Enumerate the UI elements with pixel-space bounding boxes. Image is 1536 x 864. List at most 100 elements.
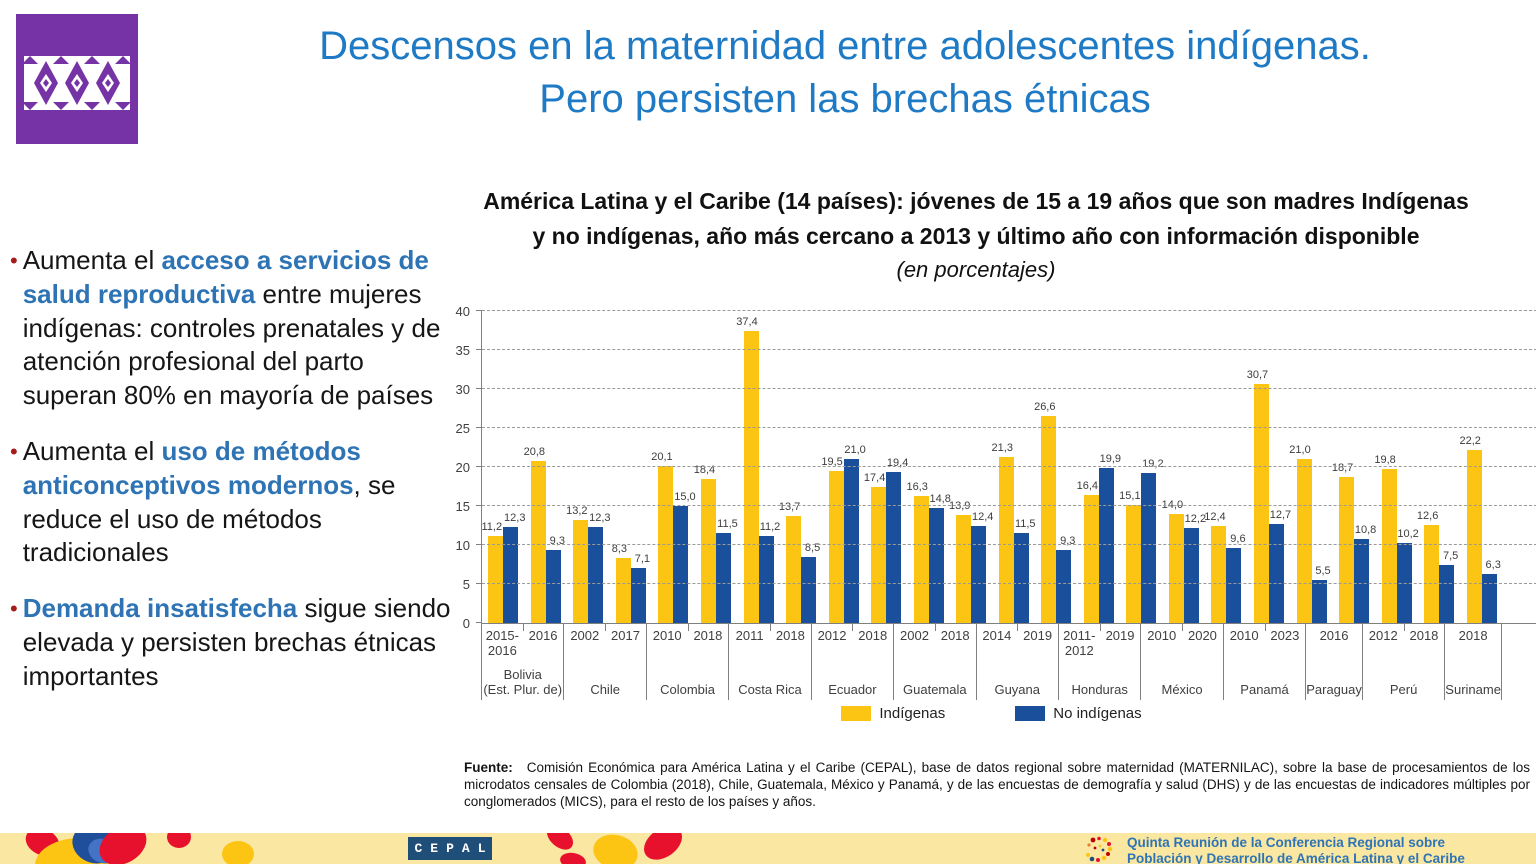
legend-swatch-indigenas [841, 706, 872, 721]
bar-indigenas [998, 456, 1014, 623]
bar-no-indigenas [545, 550, 561, 623]
year-label: 2018 [775, 628, 805, 643]
bar-value-label: 9,6 [1230, 533, 1246, 546]
bullet-text: Demanda insatisfecha sigue siendo elevad… [22, 593, 451, 691]
year-bar-cell: 21,3 11,5 [991, 311, 1036, 623]
y-axis-tick [476, 544, 482, 545]
x-axis: 2015- 2016 2016 Bolivia (Est. Plur. de) 200… [481, 624, 1502, 700]
bar-value-label: 12,3 [504, 512, 526, 525]
legend-item-no-indigenas: No indígenas [1015, 705, 1142, 722]
bar-indigenas [1253, 383, 1269, 623]
footer-band: CEPAL Quinta Reunión de la [0, 833, 1536, 864]
year-bar-cell: 20,1 15,0 [651, 311, 696, 623]
conference-title: Quinta Reunión de la Conferencia Regiona… [1127, 835, 1465, 864]
y-axis-tick-label: 0 [462, 616, 470, 631]
bar-indigenas [700, 479, 716, 623]
bar-pair: 20,1 15,0 [651, 311, 696, 623]
country-bar-group: 14,0 12,2 12,4 9,6 [1161, 311, 1248, 623]
bar-value-label: 22,2 [1459, 434, 1481, 447]
year-label: 2010 [1147, 628, 1177, 643]
bar-pair: 8,3 7,1 [612, 311, 650, 623]
bar-value-label: 19,4 [886, 456, 909, 469]
source-text: Comisión Económica para América Latina y… [464, 760, 1530, 810]
bar-pair: 26,6 9,3 [1034, 311, 1075, 623]
bar-value-label: 13,7 [778, 501, 801, 514]
year-label: 2002 [570, 628, 600, 643]
country-bar-group: 21,3 11,5 26,6 9,3 [992, 311, 1077, 623]
bar-indigenas [743, 331, 759, 623]
bar-pair: 15,1 19,2 [1119, 311, 1164, 623]
bar-no-indigenas [673, 506, 689, 623]
year-label: 2014 [982, 628, 1012, 643]
bar-no-indigenas [758, 535, 774, 623]
y-axis-tick [476, 466, 482, 467]
gridline [482, 466, 1536, 467]
bar-no-indigenas [1268, 523, 1284, 623]
country-axis-cell: 2010 2018 Colombia [645, 624, 728, 700]
country-axis-cell: 2011- 2012 2019 Honduras [1057, 624, 1140, 700]
bar-value-label: 19,8 [1374, 453, 1396, 466]
conference-title-line1: Quinta Reunión de la Conferencia Regiona… [1127, 835, 1446, 850]
bar-value-label: 21,0 [1289, 444, 1311, 457]
bar-no-indigenas [1354, 538, 1370, 623]
bar-value-label: 11,5 [717, 518, 738, 531]
slide-title: Descensos en la maternidad entre adolesc… [170, 20, 1520, 126]
year-label: 2019 [1105, 628, 1135, 643]
country-name-label: Costa Rica [738, 681, 802, 697]
bar-indigenas [573, 520, 589, 623]
bar-no-indigenas [630, 567, 646, 623]
bullet-item: • Demanda insatisfecha sigue siendo eleva… [10, 592, 452, 693]
textile-pattern-icon [16, 14, 138, 144]
x-axis-tick [522, 624, 524, 631]
year-bar-cell: 19,5 21,0 [821, 311, 866, 623]
bar-value-label: 12,7 [1269, 508, 1292, 521]
year-bar-cell: 30,7 12,7 [1247, 311, 1291, 623]
bar-value-label: 15,1 [1119, 490, 1141, 503]
year-label: 2019 [1023, 628, 1053, 643]
indigenous-textile-logo [16, 14, 138, 144]
year-label: 2018 [940, 628, 970, 643]
year-bar-cell: 15,1 19,2 [1119, 311, 1164, 623]
bar-value-label: 12,2 [1184, 512, 1207, 525]
country-name-label: Perú [1389, 681, 1418, 697]
slide-title-line2: Pero persisten las brechas étnicas [539, 76, 1151, 121]
cepal-logo: CEPAL [408, 837, 492, 860]
bar-pair: 30,7 12,7 [1247, 311, 1291, 623]
year-bar-cell: 20,8 9,3 [524, 311, 568, 623]
country-bar-group: 19,8 10,2 12,6 7,5 [1374, 311, 1460, 623]
bar-pair: 17,4 19,4 [864, 311, 908, 623]
country-name-label: Honduras [1071, 681, 1128, 697]
country-name-label: Colombia [660, 681, 716, 697]
year-bar-cell: 13,9 12,4 [949, 311, 993, 623]
bar-no-indigenas [801, 556, 817, 623]
bar-indigenas [1168, 513, 1184, 623]
bar-pair: 12,6 7,5 [1417, 311, 1458, 623]
bar-value-label: 18,4 [693, 464, 716, 477]
year-bar-cell: 17,4 19,4 [864, 311, 908, 623]
bar-value-label: 15,0 [674, 491, 696, 503]
y-axis: 0 5 10 15 20 25 30 35 40 [444, 304, 474, 631]
bar-pair: 11,2 12,3 [481, 311, 525, 623]
bar-groups: 11,2 12,3 20,8 9,3 13,2 12,3 8,3 7,1 20,1 15,0 18,… [481, 311, 1503, 623]
country-bar-group: 18,7 10,8 [1332, 311, 1376, 623]
year-label: 2011 [735, 628, 764, 643]
y-axis-tick-label: 25 [455, 421, 470, 436]
bar-indigenas [828, 470, 844, 623]
year-bar-cell: 26,6 9,3 [1034, 311, 1078, 623]
decorative-shape [558, 850, 588, 864]
bar-value-label: 9,3 [549, 535, 565, 548]
bar-value-label: 6,3 [1485, 558, 1501, 571]
bar-pair: 16,3 14,8 [906, 311, 951, 623]
year-bar-cell: 22,2 6,3 [1459, 311, 1503, 623]
bar-value-label: 12,3 [589, 512, 611, 525]
year-bar-cell: 18,7 10,8 [1332, 311, 1376, 623]
country-axis-cell: 2010 2020 México [1140, 624, 1222, 700]
year-bar-cell: 12,4 9,6 [1204, 311, 1248, 623]
bar-value-label: 21,3 [991, 441, 1013, 454]
bar-value-label: 16,3 [906, 480, 928, 493]
year-label: 2012 [817, 628, 847, 643]
gridline [482, 427, 1536, 428]
bar-value-label: 14,0 [1161, 498, 1184, 511]
legend-item-indigenas: Indígenas [841, 705, 945, 722]
bar-pair: 37,4 11,2 [736, 311, 780, 623]
